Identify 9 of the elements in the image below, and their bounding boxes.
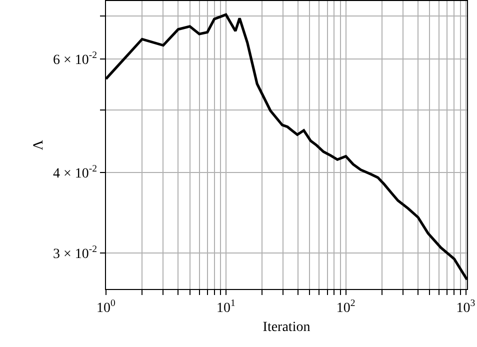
x-tick-label: 10$^{3}$ — [456, 298, 476, 316]
y-tick-label: 3 × 10$^{-2}$ — [53, 244, 98, 262]
y-axis-title: Λ — [32, 139, 47, 150]
x-tick-label: 10$^{0}$ — [96, 298, 116, 316]
y-tick-label: 4 × 10$^{-2}$ — [53, 164, 98, 182]
x-tick-label: 10$^{2}$ — [336, 298, 356, 316]
x-axis-title: Iteration — [262, 320, 310, 336]
x-tick-label: 10$^{1}$ — [216, 298, 236, 316]
y-tick-label: 6 × 10$^{-2}$ — [53, 50, 98, 68]
